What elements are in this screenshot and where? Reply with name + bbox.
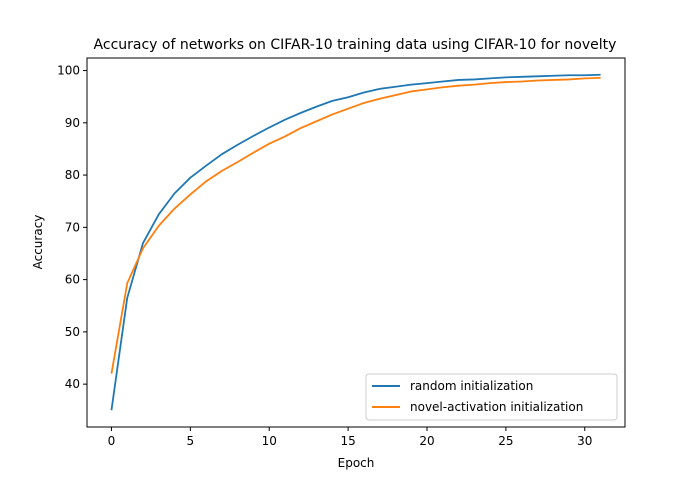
- x-tick-label: 0: [108, 434, 116, 448]
- x-axis-label: Epoch: [338, 456, 375, 470]
- x-axis: 0 5 10 15 20 25 30: [108, 427, 592, 448]
- y-tick-label: 60: [65, 273, 80, 287]
- series-line-random-initialization: [110, 73, 601, 411]
- chart-title: Accuracy of networks on CIFAR-10 trainin…: [94, 37, 617, 53]
- series-line-novel-activation-initialization: [110, 76, 601, 374]
- legend-label-random-initialization: random initialization: [410, 379, 533, 393]
- x-tick-label: 20: [419, 434, 434, 448]
- y-tick-label: 80: [65, 168, 80, 182]
- legend-label-novel-activation-initialization: novel-activation initialization: [410, 400, 583, 414]
- y-axis-label: Accuracy: [31, 215, 45, 270]
- series-lines: [110, 73, 601, 411]
- y-axis: 40 50 60 70 80 90 100: [57, 64, 87, 391]
- x-tick-label: 5: [187, 434, 195, 448]
- legend-box: [365, 373, 618, 421]
- legend: random initialization novel-activation i…: [365, 373, 618, 421]
- x-tick-label: 10: [262, 434, 277, 448]
- plot-area-frame: [86, 57, 626, 428]
- x-tick-label: 25: [498, 434, 513, 448]
- y-tick-label: 100: [57, 64, 80, 78]
- y-tick-label: 40: [65, 377, 80, 391]
- y-tick-label: 50: [65, 325, 80, 339]
- y-tick-label: 90: [65, 116, 80, 130]
- x-tick-label: 30: [577, 434, 592, 448]
- x-tick-label: 15: [340, 434, 355, 448]
- y-tick-label: 70: [65, 220, 80, 234]
